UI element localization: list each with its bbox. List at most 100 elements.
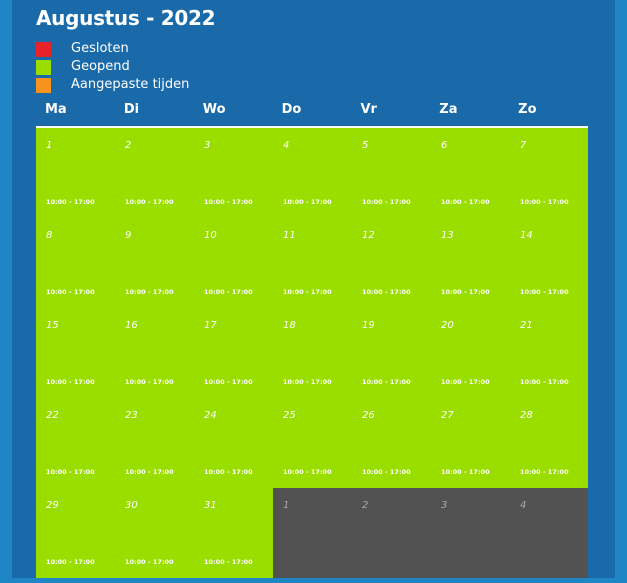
calendar-day-cell[interactable]: 26 10:00 - 17:00 <box>352 398 431 488</box>
opening-hours: 10:00 - 17:00 <box>362 378 411 386</box>
day-number: 27 <box>441 410 454 421</box>
day-number: 15 <box>46 320 59 331</box>
legend-swatch-adjusted <box>36 77 51 93</box>
opening-hours: 10:00 - 17:00 <box>125 198 174 206</box>
calendar-day-cell-outside-month: 4 <box>510 488 588 578</box>
calendar-day-cell[interactable]: 28 10:00 - 17:00 <box>510 398 588 488</box>
legend-item-open: Geopend <box>36 58 189 76</box>
legend-label-open: Geopend <box>71 59 130 74</box>
legend-label-adjusted: Aangepaste tijden <box>71 77 190 92</box>
day-number: 23 <box>125 410 138 421</box>
legend-swatch-closed <box>36 41 51 57</box>
calendar-day-cell[interactable]: 12 10:00 - 17:00 <box>352 218 431 308</box>
opening-hours: 10:00 - 17:00 <box>520 468 569 476</box>
day-number: 28 <box>520 410 533 421</box>
day-number: 2 <box>362 500 369 511</box>
calendar-day-cell[interactable]: 25 10:00 - 17:00 <box>273 398 352 488</box>
opening-hours: 10:00 - 17:00 <box>520 288 569 296</box>
calendar-day-cell[interactable]: 16 10:00 - 17:00 <box>115 308 194 398</box>
weekday-wed: Wo <box>202 102 226 117</box>
calendar-day-cell[interactable]: 2 10:00 - 17:00 <box>115 128 194 218</box>
day-number: 11 <box>283 230 296 241</box>
opening-hours: 10:00 - 17:00 <box>46 288 95 296</box>
calendar-day-cell[interactable]: 20 10:00 - 17:00 <box>431 308 510 398</box>
day-number: 14 <box>520 230 533 241</box>
day-number: 31 <box>204 500 217 511</box>
opening-hours: 10:00 - 17:00 <box>441 288 490 296</box>
weekday-header-row: Ma Di Wo Do Vr Za Zo <box>36 101 588 127</box>
day-number: 3 <box>441 500 448 511</box>
calendar-day-cell[interactable]: 3 10:00 - 17:00 <box>194 128 273 218</box>
day-number: 17 <box>204 320 217 331</box>
legend-item-adjusted: Aangepaste tijden <box>36 76 189 94</box>
calendar-day-cell-outside-month: 1 <box>273 488 352 578</box>
calendar-day-cell[interactable]: 31 10:00 - 17:00 <box>194 488 273 578</box>
opening-hours: 10:00 - 17:00 <box>520 198 569 206</box>
day-number: 13 <box>441 230 454 241</box>
calendar-day-cell[interactable]: 7 10:00 - 17:00 <box>510 128 588 218</box>
day-number: 9 <box>125 230 132 241</box>
right-border-strip <box>615 0 627 583</box>
legend-label-closed: Gesloten <box>71 41 129 56</box>
calendar-day-cell[interactable]: 6 10:00 - 17:00 <box>431 128 510 218</box>
opening-hours: 10:00 - 17:00 <box>283 288 332 296</box>
day-number: 12 <box>362 230 375 241</box>
day-number: 1 <box>46 140 53 151</box>
calendar-day-cell[interactable]: 24 10:00 - 17:00 <box>194 398 273 488</box>
day-number: 30 <box>125 500 138 511</box>
day-number: 2 <box>125 140 132 151</box>
opening-hours: 10:00 - 17:00 <box>204 378 253 386</box>
calendar-day-cell[interactable]: 29 10:00 - 17:00 <box>36 488 115 578</box>
day-number: 21 <box>520 320 533 331</box>
calendar-day-cell[interactable]: 4 10:00 - 17:00 <box>273 128 352 218</box>
opening-hours: 10:00 - 17:00 <box>46 198 95 206</box>
left-border-strip <box>0 0 12 583</box>
calendar-day-cell[interactable]: 14 10:00 - 17:00 <box>510 218 588 308</box>
day-number: 26 <box>362 410 375 421</box>
opening-hours: 10:00 - 17:00 <box>362 198 411 206</box>
weekday-sat: Za <box>439 102 458 117</box>
day-number: 4 <box>520 500 527 511</box>
opening-hours: 10:00 - 17:00 <box>362 468 411 476</box>
calendar-day-cell[interactable]: 10 10:00 - 17:00 <box>194 218 273 308</box>
opening-hours: 10:00 - 17:00 <box>46 378 95 386</box>
calendar-day-cell[interactable]: 11 10:00 - 17:00 <box>273 218 352 308</box>
opening-hours: 10:00 - 17:00 <box>441 468 490 476</box>
opening-hours: 10:00 - 17:00 <box>204 558 253 566</box>
calendar-day-cell[interactable]: 5 10:00 - 17:00 <box>352 128 431 218</box>
day-number: 22 <box>46 410 59 421</box>
calendar-day-cell[interactable]: 8 10:00 - 17:00 <box>36 218 115 308</box>
calendar-day-cell[interactable]: 27 10:00 - 17:00 <box>431 398 510 488</box>
calendar-day-cell[interactable]: 22 10:00 - 17:00 <box>36 398 115 488</box>
calendar-day-cell[interactable]: 1 10:00 - 17:00 <box>36 128 115 218</box>
calendar-day-cell[interactable]: 9 10:00 - 17:00 <box>115 218 194 308</box>
opening-hours: 10:00 - 17:00 <box>125 288 174 296</box>
legend-swatch-open <box>36 59 51 75</box>
calendar-day-cell[interactable]: 21 10:00 - 17:00 <box>510 308 588 398</box>
opening-hours: 10:00 - 17:00 <box>283 198 332 206</box>
weekday-header-rule <box>36 126 588 128</box>
day-number: 4 <box>283 140 290 151</box>
calendar-day-cell-outside-month: 2 <box>352 488 431 578</box>
weekday-tue: Di <box>123 102 140 117</box>
calendar-day-cell[interactable]: 18 10:00 - 17:00 <box>273 308 352 398</box>
day-number: 24 <box>204 410 217 421</box>
calendar-day-cell[interactable]: 30 10:00 - 17:00 <box>115 488 194 578</box>
opening-hours: 10:00 - 17:00 <box>283 468 332 476</box>
opening-hours: 10:00 - 17:00 <box>441 378 490 386</box>
day-number: 19 <box>362 320 375 331</box>
calendar-day-cell-outside-month: 3 <box>431 488 510 578</box>
calendar-day-cell[interactable]: 13 10:00 - 17:00 <box>431 218 510 308</box>
calendar-day-cell[interactable]: 15 10:00 - 17:00 <box>36 308 115 398</box>
calendar-day-cell[interactable]: 23 10:00 - 17:00 <box>115 398 194 488</box>
opening-hours: 10:00 - 17:00 <box>362 288 411 296</box>
day-number: 18 <box>283 320 296 331</box>
opening-hours: 10:00 - 17:00 <box>204 288 253 296</box>
calendar-day-cell[interactable]: 19 10:00 - 17:00 <box>352 308 431 398</box>
opening-hours: 10:00 - 17:00 <box>125 468 174 476</box>
opening-hours: 10:00 - 17:00 <box>125 378 174 386</box>
calendar-title: Augustus - 2022 <box>36 6 216 30</box>
legend-item-closed: Gesloten <box>36 40 189 58</box>
day-number: 5 <box>362 140 369 151</box>
calendar-day-cell[interactable]: 17 10:00 - 17:00 <box>194 308 273 398</box>
